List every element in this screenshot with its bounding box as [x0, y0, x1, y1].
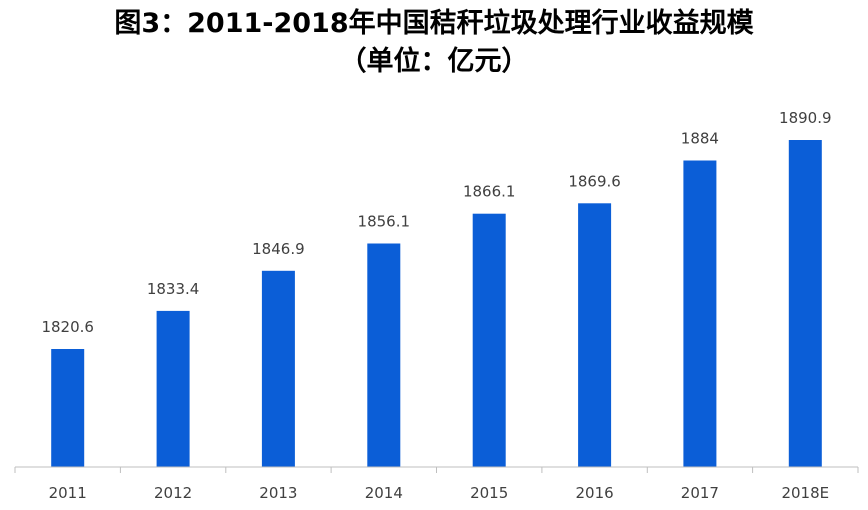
chart-subtitle: （单位：亿元） [339, 46, 529, 77]
bars-group [51, 140, 822, 468]
x-tick-label-2015: 2015 [470, 484, 508, 502]
x-tick-label-2012: 2012 [154, 484, 192, 502]
chart-title: 图3：2011-2018年中国秸秆垃圾处理行业收益规模 [114, 8, 754, 39]
bar-2014 [367, 243, 401, 467]
bar-2011 [51, 349, 85, 467]
bar-2015 [472, 213, 506, 467]
bar-2018E [788, 140, 822, 467]
x-tick-labels-group: 2011 2012 2013 2014 2015 2016 2017 2018E [49, 484, 830, 502]
bar-2013 [261, 270, 295, 467]
x-tick-label-2013: 2013 [259, 484, 297, 502]
data-label-2016: 1869.6 [568, 172, 621, 190]
x-tick-label-2014: 2014 [365, 484, 403, 502]
data-label-2018E: 1890.9 [779, 109, 832, 127]
x-axis-ticks [14, 467, 859, 473]
x-tick-label-2016: 2016 [576, 484, 614, 502]
data-labels-group: 1820.6 1833.4 1846.9 1856.1 1866.1 1869.6 1884… [41, 109, 831, 336]
data-label-2015: 1866.1 [463, 183, 516, 201]
data-label-2012: 1833.4 [147, 280, 200, 298]
x-tick-label-2017: 2017 [681, 484, 719, 502]
data-label-2011: 1820.6 [41, 318, 94, 336]
bar-2017 [683, 160, 717, 467]
data-label-2014: 1856.1 [358, 213, 411, 231]
x-tick-label-2011: 2011 [49, 484, 87, 502]
data-label-2017: 1884 [681, 130, 719, 148]
bar-2012 [156, 310, 190, 467]
x-tick-label-2018E: 2018E [781, 484, 829, 502]
bar-2016 [578, 203, 612, 468]
data-label-2013: 1846.9 [252, 240, 305, 258]
